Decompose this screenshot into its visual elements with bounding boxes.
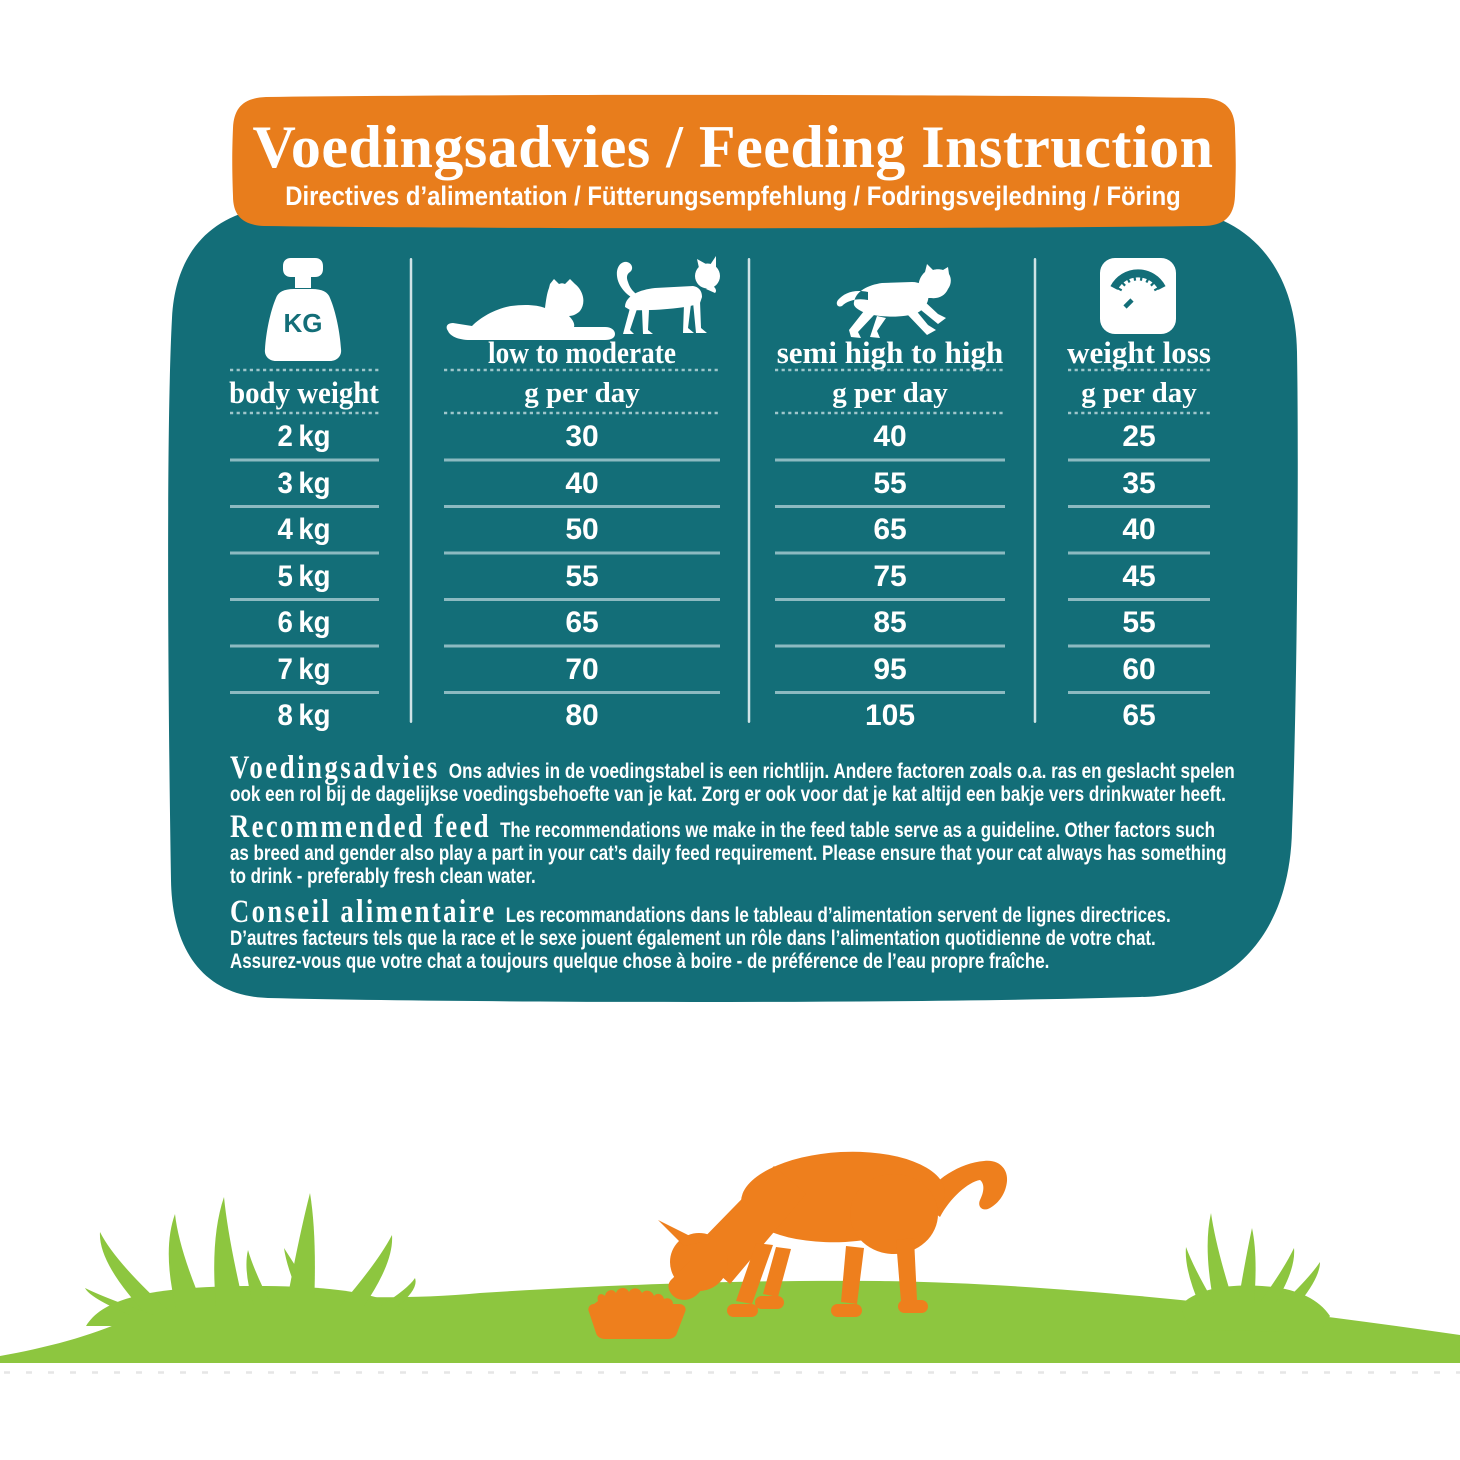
svg-text:KG: KG: [284, 308, 323, 338]
